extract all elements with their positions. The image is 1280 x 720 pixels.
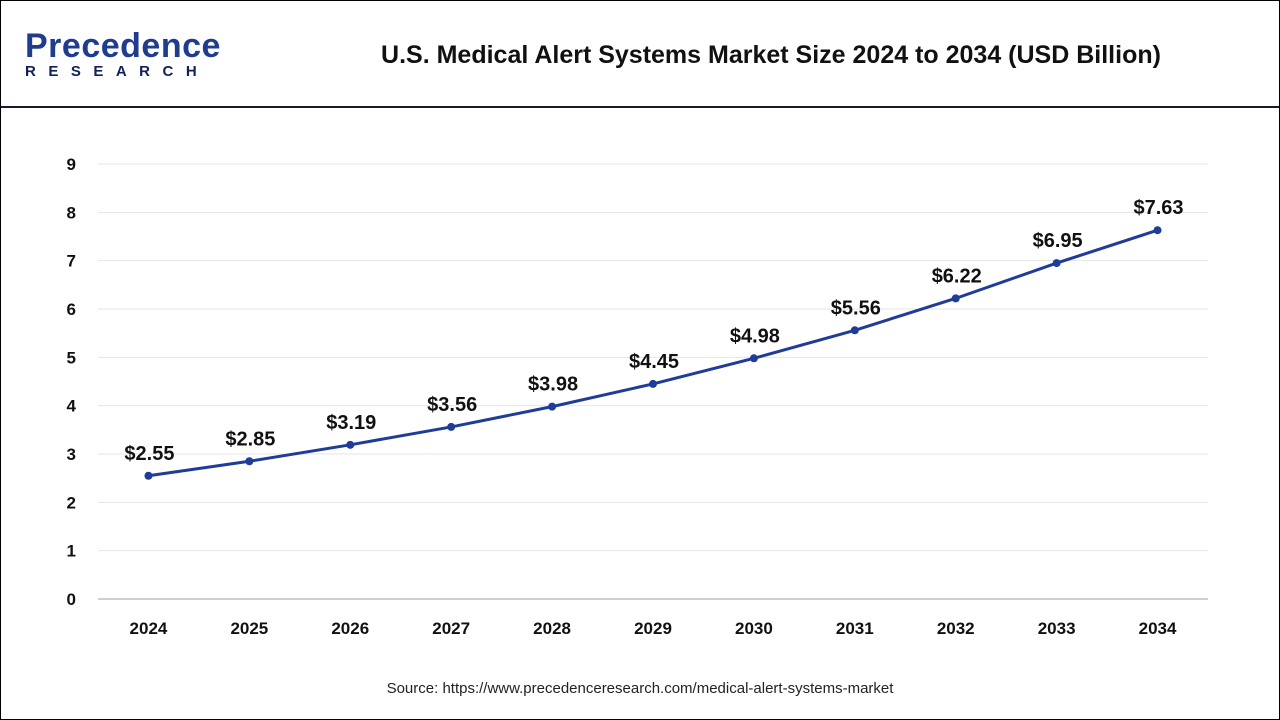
data-point bbox=[346, 440, 355, 449]
y-tick-label: 4 bbox=[67, 397, 77, 416]
y-tick-label: 3 bbox=[67, 445, 76, 464]
y-tick-label: 2 bbox=[67, 493, 76, 512]
x-tick-label: 2030 bbox=[735, 619, 773, 638]
data-label: $2.55 bbox=[124, 443, 174, 465]
x-tick-label: 2031 bbox=[836, 619, 874, 638]
x-tick-label: 2026 bbox=[331, 619, 369, 638]
x-tick-label: 2027 bbox=[432, 619, 470, 638]
x-tick-label: 2029 bbox=[634, 619, 672, 638]
y-tick-label: 5 bbox=[67, 348, 76, 367]
data-point bbox=[1052, 259, 1061, 268]
chart-title: U.S. Medical Alert Systems Market Size 2… bbox=[381, 41, 1161, 69]
y-tick-label: 6 bbox=[67, 300, 76, 319]
data-label: $3.56 bbox=[427, 394, 477, 416]
data-point bbox=[245, 457, 254, 466]
x-tick-label: 2032 bbox=[937, 619, 975, 638]
logo-main-text: Precedence bbox=[25, 27, 221, 65]
x-tick-label: 2024 bbox=[130, 619, 168, 638]
x-tick-label: 2034 bbox=[1139, 619, 1177, 638]
data-point bbox=[749, 354, 758, 363]
data-label: $4.45 bbox=[629, 351, 679, 373]
y-tick-label: 0 bbox=[67, 590, 76, 609]
data-point bbox=[548, 402, 557, 411]
y-tick-label: 8 bbox=[67, 203, 76, 222]
data-label: $5.56 bbox=[831, 297, 881, 319]
source-text: Source: https://www.precedenceresearch.c… bbox=[386, 680, 894, 697]
logo-sub-text: RESEARCH bbox=[25, 63, 210, 80]
precedence-research-logo: Precedence RESEARCH bbox=[25, 29, 221, 80]
data-point bbox=[951, 294, 960, 303]
data-label: $3.19 bbox=[326, 412, 376, 434]
data-label: $4.98 bbox=[730, 325, 780, 347]
data-label: $7.63 bbox=[1134, 197, 1184, 219]
data-point bbox=[144, 471, 153, 480]
x-tick-label: 2033 bbox=[1038, 619, 1076, 638]
y-tick-label: 1 bbox=[67, 542, 76, 561]
data-label: $6.95 bbox=[1033, 230, 1083, 252]
data-point bbox=[447, 422, 456, 431]
y-tick-label: 7 bbox=[67, 252, 76, 271]
data-label: $6.22 bbox=[932, 265, 982, 287]
header: Precedence RESEARCH U.S. Medical Alert S… bbox=[1, 1, 1279, 108]
data-point bbox=[649, 379, 657, 388]
data-label: $3.98 bbox=[528, 374, 578, 396]
data-point bbox=[1153, 226, 1162, 235]
x-tick-label: 2025 bbox=[230, 619, 268, 638]
x-tick-label: 2028 bbox=[533, 619, 571, 638]
y-tick-label: 9 bbox=[67, 155, 76, 174]
data-point bbox=[850, 326, 859, 335]
data-label: $2.85 bbox=[225, 428, 275, 450]
